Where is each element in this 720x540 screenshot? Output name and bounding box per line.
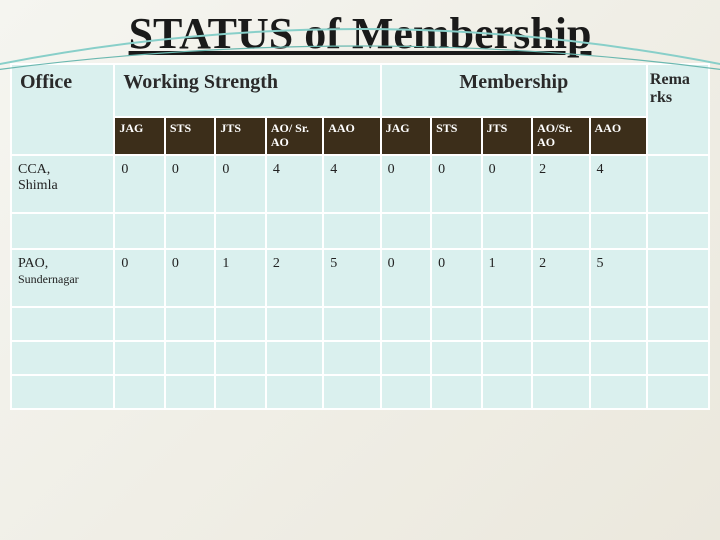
- office-line1: CCA,: [18, 162, 50, 177]
- sub-ws-aao: AAO: [323, 117, 380, 155]
- table-row: CCA, Shimla 0 0 0 4 4 0 0 0 2 4: [11, 155, 709, 213]
- cell-ws-jag: 0: [114, 249, 165, 307]
- table-row-empty: [11, 213, 709, 249]
- cell-ws-aao: 5: [323, 249, 380, 307]
- office-line2: Shimla: [18, 178, 58, 193]
- cell-ws-jag: 0: [114, 155, 165, 213]
- table-row: PAO, Sundernagar 0 0 1 2 5 0 0 1 2 5: [11, 249, 709, 307]
- cell-m-sts: 0: [431, 249, 482, 307]
- cell-m-aao: 5: [590, 249, 647, 307]
- cell-office: CCA, Shimla: [11, 155, 114, 213]
- office-line1: PAO,: [18, 256, 48, 271]
- sub-ws-sts: STS: [165, 117, 216, 155]
- sub-m-sts: STS: [431, 117, 482, 155]
- cell-m-jts: 0: [482, 155, 533, 213]
- top-header-row: Office Working Strength Membership Rema …: [11, 64, 709, 117]
- cell-m-aao: 4: [590, 155, 647, 213]
- membership-table: Office Working Strength Membership Rema …: [10, 63, 710, 410]
- cell-ws-sts: 0: [165, 249, 216, 307]
- cell-ws-jts: 1: [215, 249, 266, 307]
- col-office: Office: [11, 64, 114, 155]
- cell-office: PAO, Sundernagar: [11, 249, 114, 307]
- col-remarks: Rema rks: [647, 64, 709, 155]
- sub-m-jts: JTS: [482, 117, 533, 155]
- cell-ws-aao: 4: [323, 155, 380, 213]
- cell-m-sts: 0: [431, 155, 482, 213]
- sub-m-aosrao: AO/Sr. AO: [532, 117, 589, 155]
- cell-remarks: [647, 155, 709, 213]
- sub-ws-jag: JAG: [114, 117, 165, 155]
- sub-m-jag: JAG: [381, 117, 432, 155]
- cell-m-jag: 0: [381, 249, 432, 307]
- sub-header-row: JAG STS JTS AO/ Sr. AO AAO JAG STS JTS A…: [11, 117, 709, 155]
- col-working-strength: Working Strength: [114, 64, 380, 117]
- cell-ws-jts: 0: [215, 155, 266, 213]
- cell-m-jag: 0: [381, 155, 432, 213]
- cell-m-aosrao: 2: [532, 155, 589, 213]
- table-row-empty: [11, 307, 709, 341]
- page-title: STATUS of Membership: [0, 0, 720, 63]
- table-row-empty: [11, 375, 709, 409]
- sub-ws-jts: JTS: [215, 117, 266, 155]
- cell-remarks: [647, 249, 709, 307]
- cell-ws-aosrao: 4: [266, 155, 323, 213]
- cell-m-jts: 1: [482, 249, 533, 307]
- office-line2: Sundernagar: [18, 272, 79, 286]
- empty-cell: [11, 213, 114, 249]
- table-row-empty: [11, 341, 709, 375]
- table-container: Office Working Strength Membership Rema …: [0, 63, 720, 410]
- col-membership: Membership: [381, 64, 647, 117]
- sub-m-aao: AAO: [590, 117, 647, 155]
- cell-ws-aosrao: 2: [266, 249, 323, 307]
- cell-ws-sts: 0: [165, 155, 216, 213]
- sub-ws-aosrao: AO/ Sr. AO: [266, 117, 323, 155]
- cell-m-aosrao: 2: [532, 249, 589, 307]
